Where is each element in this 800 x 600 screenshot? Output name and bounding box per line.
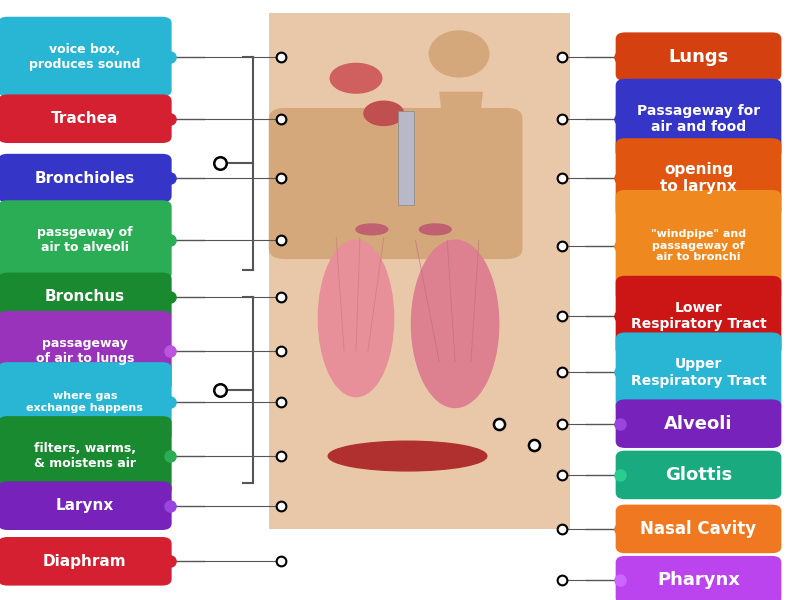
Text: Bronchus: Bronchus <box>45 289 125 304</box>
Text: Diaphram: Diaphram <box>43 554 126 569</box>
FancyBboxPatch shape <box>616 332 782 412</box>
Text: passgeway of
air to alveoli: passgeway of air to alveoli <box>37 226 133 254</box>
FancyBboxPatch shape <box>0 416 172 496</box>
FancyBboxPatch shape <box>616 138 782 218</box>
FancyBboxPatch shape <box>616 556 782 600</box>
Ellipse shape <box>328 441 487 471</box>
Ellipse shape <box>419 224 451 235</box>
FancyBboxPatch shape <box>398 110 414 205</box>
FancyBboxPatch shape <box>0 200 172 280</box>
Ellipse shape <box>430 31 489 77</box>
Text: Trachea: Trachea <box>51 111 118 126</box>
FancyBboxPatch shape <box>269 13 570 529</box>
FancyBboxPatch shape <box>616 400 782 448</box>
Text: passageway
of air to lungs: passageway of air to lungs <box>36 337 134 365</box>
Text: Pharynx: Pharynx <box>657 571 740 589</box>
Text: Bronchioles: Bronchioles <box>34 170 135 185</box>
Text: Upper
Respiratory Tract: Upper Respiratory Tract <box>630 358 766 388</box>
Text: Nasal Cavity: Nasal Cavity <box>641 520 757 538</box>
FancyBboxPatch shape <box>616 276 782 356</box>
Polygon shape <box>439 92 483 130</box>
FancyBboxPatch shape <box>0 272 172 321</box>
Text: Alveoli: Alveoli <box>664 415 733 433</box>
FancyBboxPatch shape <box>0 481 172 530</box>
Text: Passageway for
air and food: Passageway for air and food <box>637 104 760 134</box>
Text: where gas
exchange happens: where gas exchange happens <box>26 391 143 413</box>
Text: Glottis: Glottis <box>665 466 732 484</box>
FancyBboxPatch shape <box>0 94 172 143</box>
FancyBboxPatch shape <box>616 32 782 81</box>
Text: "windpipe" and
passageway of
air to bronchi: "windpipe" and passageway of air to bron… <box>651 229 746 262</box>
FancyBboxPatch shape <box>616 505 782 553</box>
Text: Lungs: Lungs <box>668 47 729 65</box>
FancyBboxPatch shape <box>269 108 522 259</box>
Ellipse shape <box>356 224 388 235</box>
FancyBboxPatch shape <box>616 451 782 499</box>
Text: Lower
Respiratory Tract: Lower Respiratory Tract <box>630 301 766 331</box>
FancyBboxPatch shape <box>616 190 782 301</box>
FancyBboxPatch shape <box>0 311 172 391</box>
FancyBboxPatch shape <box>0 154 172 202</box>
Ellipse shape <box>318 240 394 397</box>
Text: opening
to larynx: opening to larynx <box>660 162 737 194</box>
FancyBboxPatch shape <box>0 17 172 97</box>
Ellipse shape <box>330 64 382 93</box>
Text: Larynx: Larynx <box>56 498 114 513</box>
FancyBboxPatch shape <box>0 362 172 442</box>
FancyBboxPatch shape <box>616 79 782 158</box>
Ellipse shape <box>364 101 403 125</box>
Text: voice box,
produces sound: voice box, produces sound <box>29 43 141 71</box>
Text: filters, warms,
& moistens air: filters, warms, & moistens air <box>34 442 136 470</box>
FancyBboxPatch shape <box>0 537 172 586</box>
Ellipse shape <box>411 240 498 407</box>
